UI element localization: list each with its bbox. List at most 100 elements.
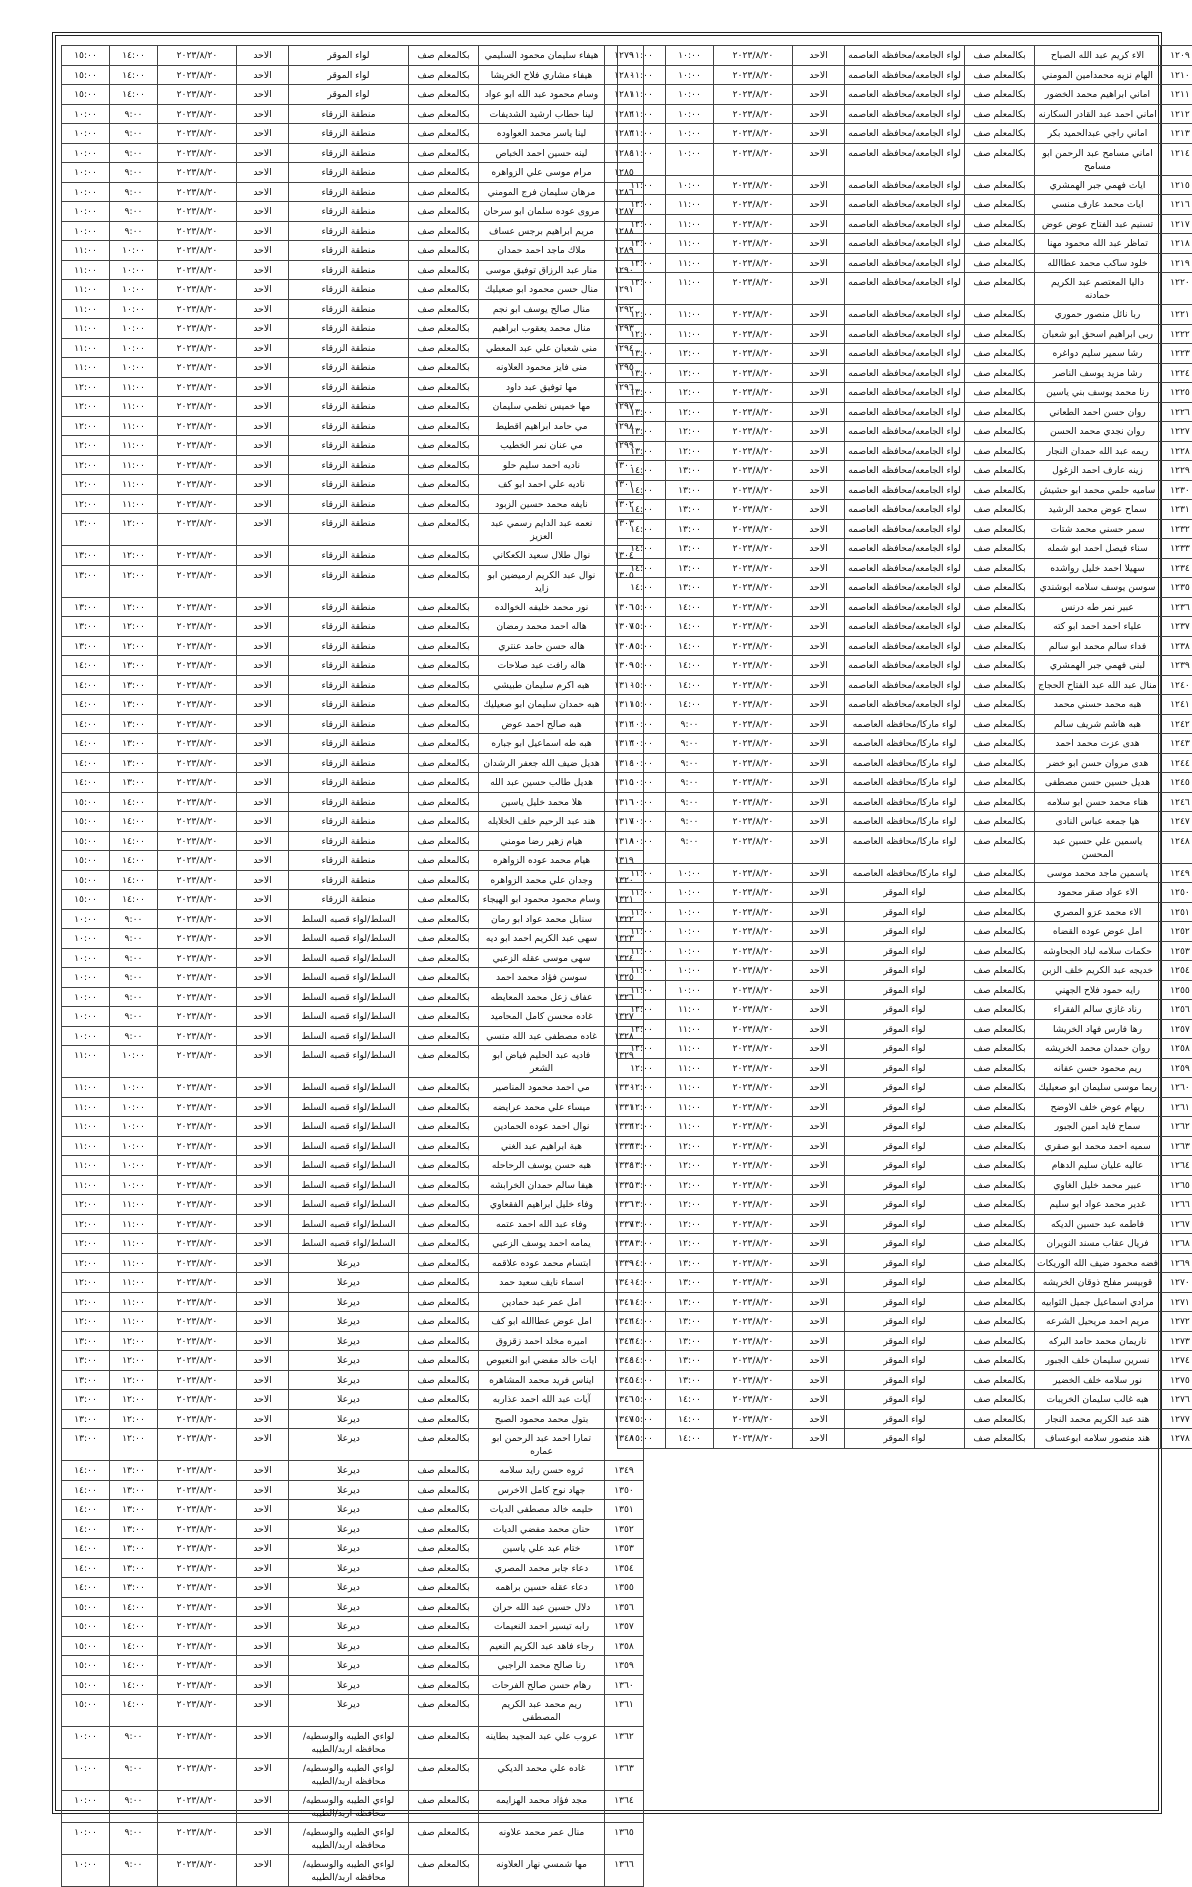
- trainee-name-cell: سنابل محمد عواد ابو رمان: [479, 909, 605, 929]
- program-cell: بكالمعلم صف: [409, 241, 479, 261]
- end-time-cell: ١٠:٠٠: [62, 182, 110, 202]
- row-number-cell: ١٢١٢: [1161, 104, 1192, 124]
- trainee-name-cell: وفاء عبد الله احمد عتمه: [479, 1214, 605, 1234]
- start-time-cell: ١٣:٠٠: [666, 1370, 714, 1390]
- start-time-cell: ٩:٠٠: [110, 124, 158, 144]
- start-time-cell: ١٤:٠٠: [110, 1675, 158, 1695]
- row-number-cell: ١٢٢٣: [1161, 344, 1192, 364]
- location-cell: السلط/لواء قصبه السلط: [289, 1007, 409, 1027]
- program-cell: بكالمعلم صف: [965, 143, 1035, 175]
- program-cell: بكالمعلم صف: [965, 1390, 1035, 1410]
- start-time-cell: ٩:٠٠: [110, 104, 158, 124]
- end-time-cell: ١٥:٠٠: [62, 85, 110, 105]
- location-cell: لواء الجامعه/محافظه العاصمه: [845, 539, 965, 559]
- start-time-cell: ٩:٠٠: [110, 1823, 158, 1855]
- trainee-name-cell: منال حسن محمود ابو صعيليك: [479, 280, 605, 300]
- date-cell: ٢٠٢٣/٨/٢٠: [158, 1117, 237, 1137]
- program-cell: بكالمعلم صف: [409, 338, 479, 358]
- trainee-name-cell: هاله احمد محمد رمضان: [479, 617, 605, 637]
- date-cell: ٢٠٢٣/٨/٢٠: [714, 980, 793, 1000]
- trainee-name-cell: هند عبد الكريم محمد النجار: [1035, 1409, 1161, 1429]
- location-cell: لواء الموقر: [845, 1312, 965, 1332]
- row-number-cell: ١٢٨٦: [605, 182, 644, 202]
- date-cell: ٢٠٢٣/٨/٢٠: [158, 948, 237, 968]
- date-cell: ٢٠٢٣/٨/٢٠: [714, 1156, 793, 1176]
- day-cell: الاحد: [237, 1078, 289, 1098]
- date-cell: ٢٠٢٣/٨/٢٠: [714, 65, 793, 85]
- trainee-name-cell: سماح عوض محمد الرشيد: [1035, 500, 1161, 520]
- row-number-cell: ١٣٢٠: [605, 870, 644, 890]
- program-cell: بكالمعلم صف: [409, 475, 479, 495]
- location-cell: لواء الجامعه/محافظه العاصمه: [845, 214, 965, 234]
- row-number-cell: ١٢٩٠: [605, 260, 644, 280]
- location-cell: السلط/لواء قصبه السلط: [289, 987, 409, 1007]
- location-cell: منطقة الزرقاء: [289, 695, 409, 715]
- program-cell: بكالمعلم صف: [965, 519, 1035, 539]
- row-number-cell: ١٢٣١: [1161, 500, 1192, 520]
- start-time-cell: ١٣:٠٠: [666, 519, 714, 539]
- trainee-name-cell: نور محمد خليفه الخوالده: [479, 597, 605, 617]
- location-cell: لواء الموقر: [845, 1331, 965, 1351]
- location-cell: لواء الجامعه/محافظه العاصمه: [845, 695, 965, 715]
- start-time-cell: ١٠:٠٠: [666, 922, 714, 942]
- day-cell: الاحد: [237, 636, 289, 656]
- row-number-cell: ١٢٤٤: [1161, 753, 1192, 773]
- date-cell: ٢٠٢٣/٨/٢٠: [158, 792, 237, 812]
- start-time-cell: ٩:٠٠: [666, 773, 714, 793]
- end-time-cell: ١٠:٠٠: [62, 1007, 110, 1027]
- day-cell: الاحد: [237, 163, 289, 183]
- program-cell: بكالمعلم صف: [965, 1234, 1035, 1254]
- start-time-cell: ١٤:٠٠: [110, 65, 158, 85]
- day-cell: الاحد: [793, 273, 845, 305]
- program-cell: بكالمعلم صف: [409, 1759, 479, 1791]
- row-number-cell: ١٢٥٤: [1161, 961, 1192, 981]
- day-cell: الاحد: [237, 124, 289, 144]
- day-cell: الاحد: [237, 714, 289, 734]
- day-cell: الاحد: [237, 851, 289, 871]
- date-cell: ٢٠٢٣/٨/٢٠: [714, 1214, 793, 1234]
- end-time-cell: ١٠:٠٠: [62, 104, 110, 124]
- program-cell: بكالمعلم صف: [965, 714, 1035, 734]
- day-cell: الاحد: [793, 539, 845, 559]
- end-time-cell: ١٥:٠٠: [62, 812, 110, 832]
- end-time-cell: ١١:٠٠: [62, 358, 110, 378]
- program-cell: بكالمعلم صف: [409, 1578, 479, 1598]
- row-number-cell: ١٢٦٧: [1161, 1214, 1192, 1234]
- date-cell: ٢٠٢٣/٨/٢٠: [714, 1058, 793, 1078]
- program-cell: بكالمعلم صف: [965, 863, 1035, 883]
- program-cell: بكالمعلم صف: [965, 305, 1035, 325]
- day-cell: الاحد: [793, 1039, 845, 1059]
- trainee-name-cell: هند عبد الرحيم خلف الخلايله: [479, 812, 605, 832]
- location-cell: لواء الموقر: [845, 883, 965, 903]
- date-cell: ٢٠٢٣/٨/٢٠: [158, 1136, 237, 1156]
- end-time-cell: ١٣:٠٠: [62, 1370, 110, 1390]
- date-cell: ٢٠٢٣/٨/٢٠: [158, 1480, 237, 1500]
- location-cell: ديرعلا: [289, 1519, 409, 1539]
- row-number-cell: ١٢٧٣: [1161, 1331, 1192, 1351]
- row-number-cell: ١٣٢١: [605, 890, 644, 910]
- trainee-name-cell: علياء احمد احمد ابو كته: [1035, 617, 1161, 637]
- day-cell: الاحد: [793, 922, 845, 942]
- date-cell: ٢٠٢٣/٨/٢٠: [714, 792, 793, 812]
- end-time-cell: ١٤:٠٠: [62, 1539, 110, 1559]
- day-cell: الاحد: [793, 578, 845, 598]
